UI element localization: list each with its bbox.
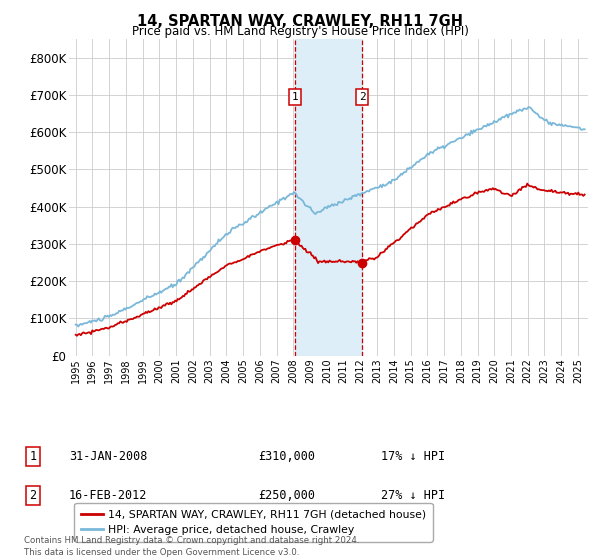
- Text: 1: 1: [29, 450, 37, 463]
- Text: 31-JAN-2008: 31-JAN-2008: [69, 450, 148, 463]
- Text: £310,000: £310,000: [258, 450, 315, 463]
- Text: 1: 1: [292, 92, 298, 102]
- Text: 14, SPARTAN WAY, CRAWLEY, RH11 7GH: 14, SPARTAN WAY, CRAWLEY, RH11 7GH: [137, 14, 463, 29]
- Text: 17% ↓ HPI: 17% ↓ HPI: [381, 450, 445, 463]
- Bar: [295, 39, 362, 356]
- Text: 2: 2: [29, 489, 37, 502]
- Legend: 14, SPARTAN WAY, CRAWLEY, RH11 7GH (detached house), HPI: Average price, detache: 14, SPARTAN WAY, CRAWLEY, RH11 7GH (deta…: [74, 503, 433, 542]
- Text: 27% ↓ HPI: 27% ↓ HPI: [381, 489, 445, 502]
- Text: Contains HM Land Registry data © Crown copyright and database right 2024.
This d: Contains HM Land Registry data © Crown c…: [24, 536, 359, 557]
- Text: 2: 2: [359, 92, 365, 102]
- Text: 16-FEB-2012: 16-FEB-2012: [69, 489, 148, 502]
- Text: £250,000: £250,000: [258, 489, 315, 502]
- Text: Price paid vs. HM Land Registry's House Price Index (HPI): Price paid vs. HM Land Registry's House …: [131, 25, 469, 38]
